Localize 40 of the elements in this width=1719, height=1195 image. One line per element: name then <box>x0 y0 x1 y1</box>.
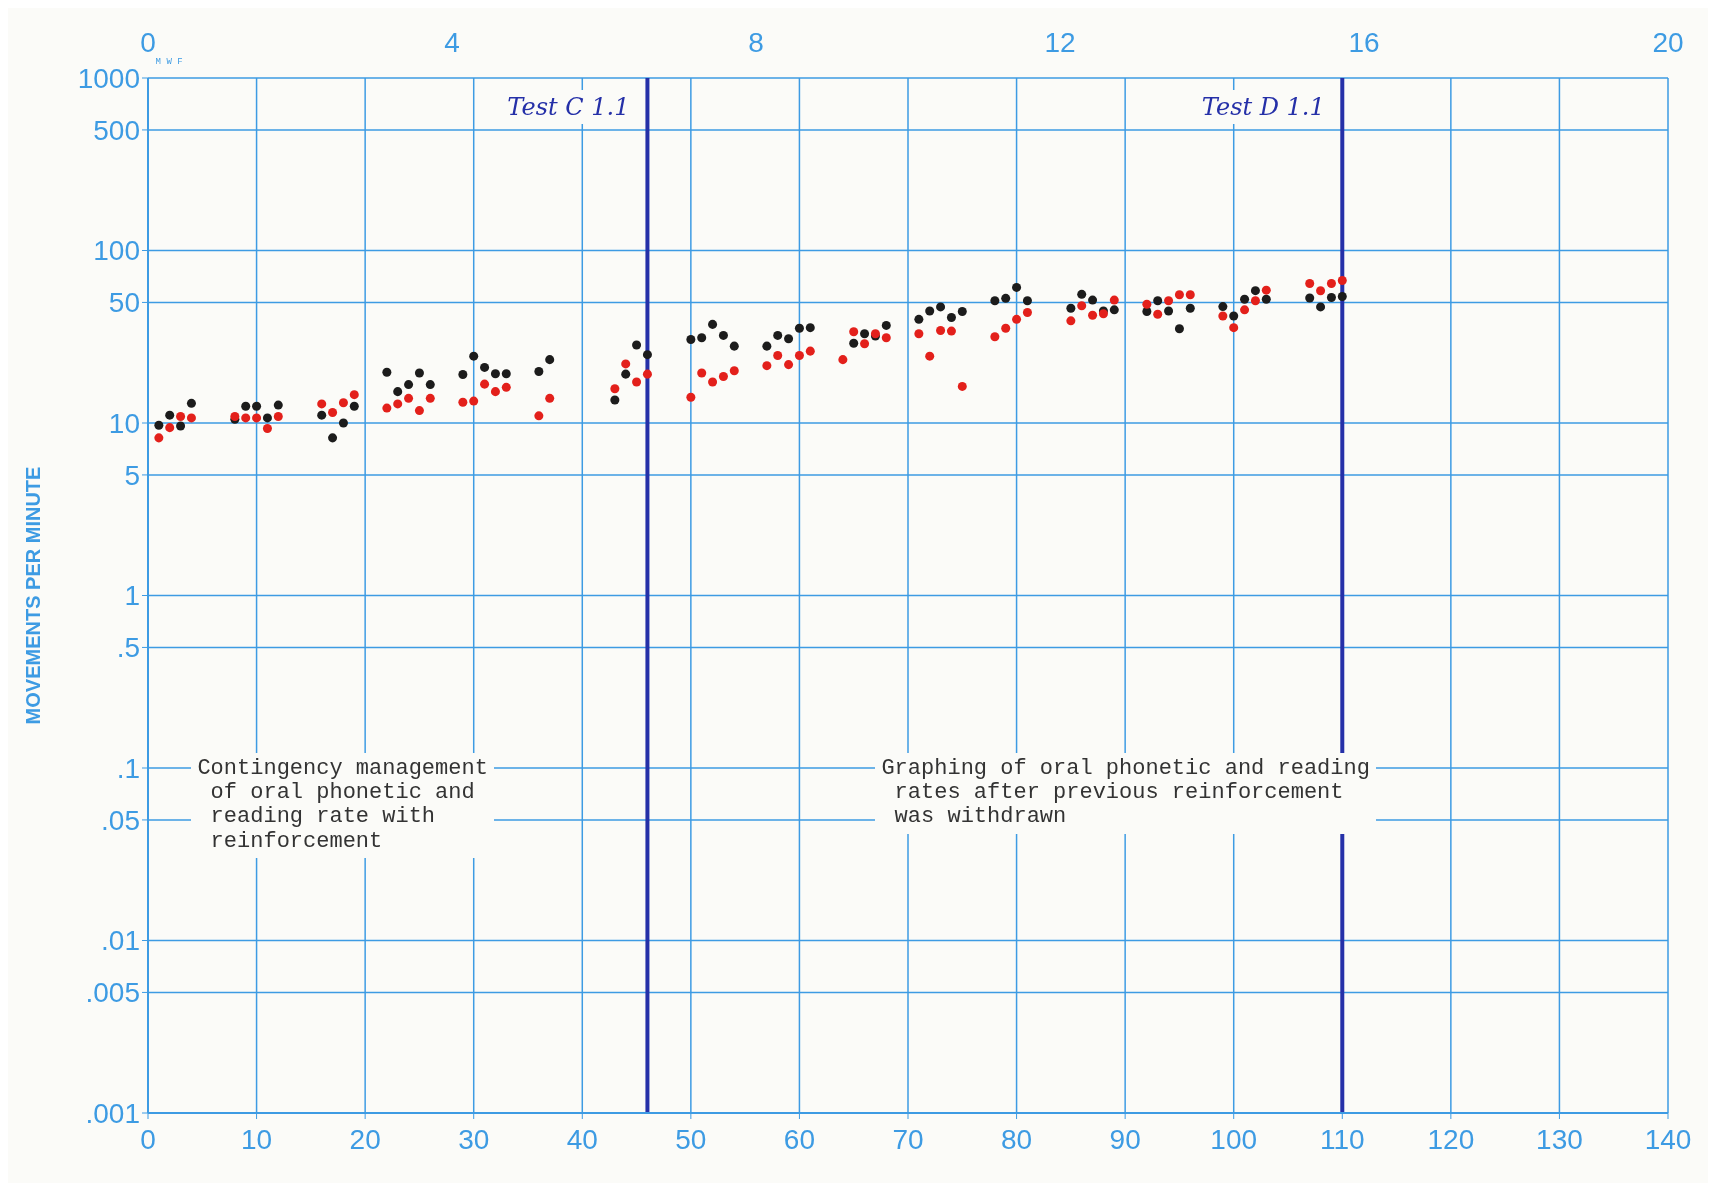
y-tick-label: .001 <box>85 1097 140 1129</box>
x-tick-label: 20 <box>349 1123 381 1155</box>
ref-line-label: Test D 1.1 <box>1201 93 1325 121</box>
x-tick-label: 40 <box>566 1123 598 1155</box>
x-tick-label: 70 <box>892 1123 924 1155</box>
x2-tick-label: 20 <box>1652 27 1684 58</box>
y-axis-title: MOVEMENTS PER MINUTE <box>22 466 45 725</box>
x-tick-label: 110 <box>1319 1123 1365 1155</box>
x-tick-label: 120 <box>1427 1123 1475 1155</box>
x2-tick-label: 16 <box>1348 27 1380 58</box>
x2-tick-label: 8 <box>748 27 764 58</box>
annotation: Contingency management of oral phonetic and reading rate with reinforcement <box>191 753 494 858</box>
x-tick-label: 80 <box>1000 1123 1033 1155</box>
y-tick-label: 5 <box>124 459 140 491</box>
x2-tick-label: 12 <box>1044 27 1076 58</box>
x2-tick-label: 4 <box>444 27 460 58</box>
y-tick-label: 10 <box>108 407 140 439</box>
y-tick-label: .005 <box>85 977 140 1009</box>
y-tick-label: 1000 <box>77 62 140 94</box>
y-tick-label: .1 <box>116 752 140 784</box>
x-tick-label: 0 <box>140 1123 156 1155</box>
ref-line-label: Test C 1.1 <box>507 93 630 121</box>
y-tick-label: .5 <box>116 632 140 664</box>
x-tick-label: 130 <box>1536 1123 1583 1155</box>
x2-tick-label: 0 <box>140 27 156 58</box>
x-tick-label: 140 <box>1644 1123 1692 1155</box>
x-tick-label: 90 <box>1109 1123 1141 1155</box>
x-tick-label: 60 <box>783 1123 816 1155</box>
text: M W F <box>155 57 183 68</box>
y-tick-label: 50 <box>108 287 140 319</box>
x-tick-label: 10 <box>240 1123 273 1155</box>
y-tick-label: .01 <box>101 925 140 957</box>
x-tick-label: 30 <box>458 1123 490 1155</box>
x-tick-label: 100 <box>1210 1123 1258 1155</box>
y-tick-label: .05 <box>101 804 140 836</box>
y-tick-label: 100 <box>93 235 140 267</box>
annotation: Graphing of oral phonetic and reading rates after previous reinforcement was withdrawn <box>875 753 1376 834</box>
x-tick-label: 50 <box>675 1123 707 1155</box>
y-tick-label: 500 <box>93 114 140 146</box>
y-tick-label: 1 <box>124 580 140 612</box>
